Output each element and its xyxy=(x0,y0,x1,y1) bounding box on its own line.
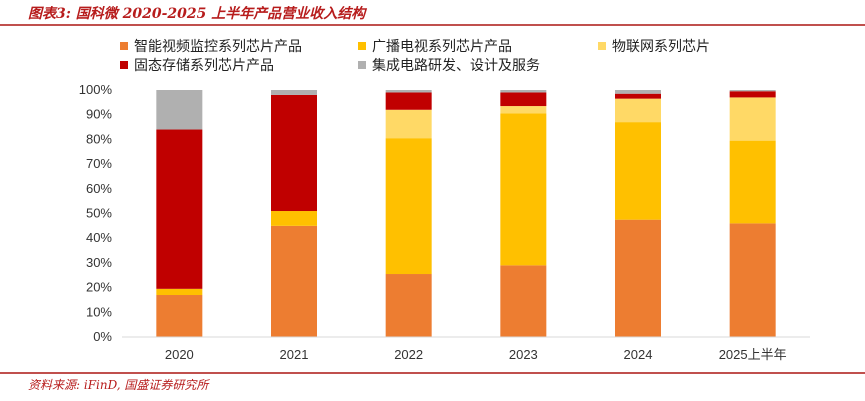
legend-item-iot: 物联网系列芯片 xyxy=(598,36,710,56)
y-tick-label: 10% xyxy=(86,304,112,319)
chart-legend: 智能视频监控系列芯片产品 广播电视系列芯片产品 物联网系列芯片 固态存储系列芯片… xyxy=(120,32,860,80)
x-tick-label: 2022 xyxy=(394,347,423,362)
legend-item-video-surveillance: 智能视频监控系列芯片产品 xyxy=(120,36,302,56)
x-tick-label: 2021 xyxy=(280,347,309,362)
bar-segment xyxy=(729,97,776,141)
bar-segment xyxy=(615,98,661,123)
bar-segment xyxy=(271,225,317,337)
legend-swatch-solid-state-storage xyxy=(120,61,128,69)
figure-title: 图表3: 国科微 2020-2025 上半年产品营业收入结构 xyxy=(28,6,366,22)
title-bar: 图表3: 国科微 2020-2025 上半年产品营业收入结构 xyxy=(0,0,865,26)
bar-segment xyxy=(615,93,661,99)
bar-segment xyxy=(729,90,776,92)
legend-label-video-surveillance: 智能视频监控系列芯片产品 xyxy=(134,38,302,54)
y-tick-label: 60% xyxy=(86,181,112,196)
bar-segment xyxy=(615,122,661,220)
y-tick-label: 20% xyxy=(86,280,112,295)
stacked-bar-chart: 0%10%20%30%40%50%60%70%80%90%100% 2020 20… xyxy=(79,82,810,362)
bar-segment xyxy=(271,211,317,226)
y-tick-label: 70% xyxy=(86,156,112,171)
bar-segment xyxy=(156,295,203,337)
bar-segment xyxy=(156,129,203,289)
bar-segment xyxy=(385,274,432,337)
y-tick-label: 80% xyxy=(86,131,112,146)
x-tick-label: 2024 xyxy=(624,347,653,362)
legend-label-ic-design-services: 集成电路研发、设计及服务 xyxy=(372,57,540,73)
bar-segment xyxy=(729,140,776,224)
bar-segment xyxy=(385,138,432,275)
legend-swatch-video-surveillance xyxy=(120,42,128,50)
legend-item-broadcast-tv: 广播电视系列芯片产品 xyxy=(358,36,512,56)
bar-segment xyxy=(500,92,547,107)
bar-segment xyxy=(729,91,776,98)
bar-segment xyxy=(500,106,547,114)
legend-swatch-broadcast-tv xyxy=(358,42,366,50)
legend-item-ic-design-services: 集成电路研发、设计及服务 xyxy=(358,55,540,75)
bar-segment xyxy=(385,92,432,110)
bar-segment xyxy=(729,223,776,337)
legend-label-broadcast-tv: 广播电视系列芯片产品 xyxy=(372,38,512,54)
y-tick-label: 30% xyxy=(86,255,112,270)
legend-label-solid-state-storage: 固态存储系列芯片产品 xyxy=(134,57,274,73)
source-note: 资料来源: iFinD, 国盛证券研究所 xyxy=(28,378,209,392)
y-tick-label: 50% xyxy=(86,206,112,221)
legend-label-iot: 物联网系列芯片 xyxy=(612,38,710,54)
bar-segment xyxy=(385,109,432,139)
y-tick-label: 90% xyxy=(86,107,112,122)
x-tick-label: 2023 xyxy=(509,347,538,362)
y-tick-label: 40% xyxy=(86,230,112,245)
legend-item-solid-state-storage: 固态存储系列芯片产品 xyxy=(120,55,274,75)
bar-segment xyxy=(385,90,432,93)
bar-segment xyxy=(615,90,661,94)
bar-segment xyxy=(500,113,547,266)
y-tick-label: 100% xyxy=(79,82,113,97)
legend-swatch-ic-design-services xyxy=(358,61,366,69)
x-tick-label: 2025上半年 xyxy=(719,347,787,362)
bar-segment xyxy=(271,94,317,212)
footer-bar xyxy=(0,372,865,374)
bar-segment xyxy=(500,265,547,337)
bar-segment xyxy=(156,288,203,296)
bars-group xyxy=(156,90,776,337)
y-tick-label: 0% xyxy=(93,329,112,344)
legend-swatch-iot xyxy=(598,42,606,50)
x-axis: 2020 2021 2022 2023 2024 2025上半年 xyxy=(122,336,810,362)
bar-segment xyxy=(156,90,203,130)
bar-segment xyxy=(271,90,317,95)
bar-segment xyxy=(615,219,661,337)
x-tick-label: 2020 xyxy=(165,347,194,362)
y-axis: 0% 10% 20% 30% 40% 50% 60% 70% 80% 90% 100% xyxy=(79,82,113,344)
bar-segment xyxy=(500,90,547,93)
